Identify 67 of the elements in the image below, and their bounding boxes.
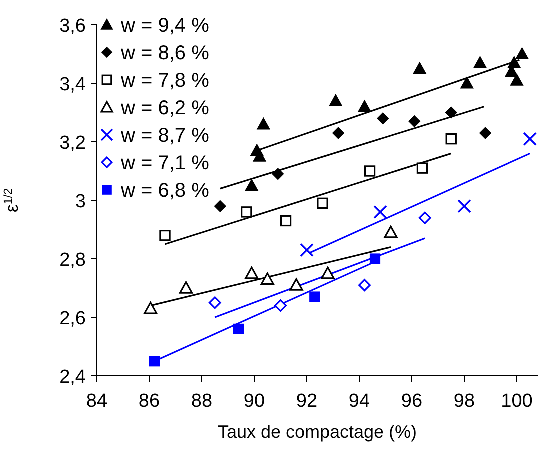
point bbox=[446, 133, 457, 145]
point bbox=[310, 292, 320, 302]
y-tick-label: 3,4 bbox=[60, 74, 86, 96]
legend-label: w = 9,4 % bbox=[120, 15, 210, 37]
point bbox=[458, 199, 472, 214]
legend-label: w = 7,1 % bbox=[120, 152, 210, 174]
y-tick-label: 2,4 bbox=[60, 367, 86, 388]
point bbox=[214, 200, 226, 212]
point bbox=[358, 279, 371, 292]
point bbox=[510, 74, 524, 86]
y-tick-label: 3 bbox=[75, 192, 86, 212]
x-tick-label: 100 bbox=[501, 391, 533, 412]
point bbox=[460, 77, 474, 89]
point bbox=[418, 212, 432, 224]
y-tick-label: 3,6 bbox=[60, 16, 86, 37]
x-tick-label: 86 bbox=[138, 391, 160, 412]
x-tick-label: 88 bbox=[191, 391, 213, 412]
point bbox=[272, 168, 284, 180]
point bbox=[358, 100, 372, 112]
point bbox=[329, 94, 342, 106]
x-tick-label: 96 bbox=[401, 391, 423, 412]
point bbox=[523, 132, 538, 146]
legend-label: w = 6,2 % bbox=[120, 98, 210, 120]
point bbox=[280, 215, 292, 227]
point bbox=[233, 324, 244, 334]
point bbox=[241, 206, 252, 218]
point bbox=[413, 62, 426, 74]
point bbox=[374, 205, 388, 220]
point bbox=[321, 266, 335, 280]
point bbox=[377, 112, 390, 124]
point bbox=[144, 302, 158, 314]
point bbox=[245, 179, 258, 192]
point bbox=[260, 272, 274, 286]
legend-label: w = 8,6 % bbox=[120, 42, 210, 64]
point bbox=[384, 226, 398, 238]
x-tick-label: 90 bbox=[244, 391, 266, 412]
point bbox=[508, 56, 521, 68]
x-tick-label: 98 bbox=[454, 391, 476, 412]
point bbox=[408, 116, 421, 128]
point bbox=[516, 48, 529, 60]
x-tick-label: 92 bbox=[296, 391, 318, 412]
point bbox=[474, 56, 487, 68]
point bbox=[332, 127, 344, 140]
point bbox=[416, 162, 428, 174]
point bbox=[149, 356, 160, 367]
point bbox=[445, 106, 458, 119]
x-tick-label: 84 bbox=[86, 391, 108, 412]
point bbox=[274, 300, 287, 312]
point bbox=[370, 254, 381, 264]
y-tick-label: 2,8 bbox=[60, 250, 86, 271]
x-axis-title: Taux de compactage (%) bbox=[218, 422, 418, 442]
point bbox=[480, 127, 492, 140]
legend-label: w = 8,7 % bbox=[120, 125, 210, 147]
point bbox=[245, 266, 259, 280]
legend-label: w = 7,8 % bbox=[120, 70, 210, 92]
point bbox=[257, 118, 270, 130]
point bbox=[179, 281, 194, 294]
point bbox=[290, 278, 304, 291]
point bbox=[160, 230, 171, 242]
legend-label: w = 6,8 % bbox=[120, 180, 210, 202]
point bbox=[300, 243, 314, 258]
y-tick-label: 2,6 bbox=[60, 308, 86, 330]
point bbox=[208, 296, 222, 310]
point bbox=[364, 166, 376, 177]
point bbox=[317, 198, 328, 210]
y-tick-label: 3,2 bbox=[60, 133, 86, 154]
x-tick-label: 94 bbox=[348, 391, 370, 412]
